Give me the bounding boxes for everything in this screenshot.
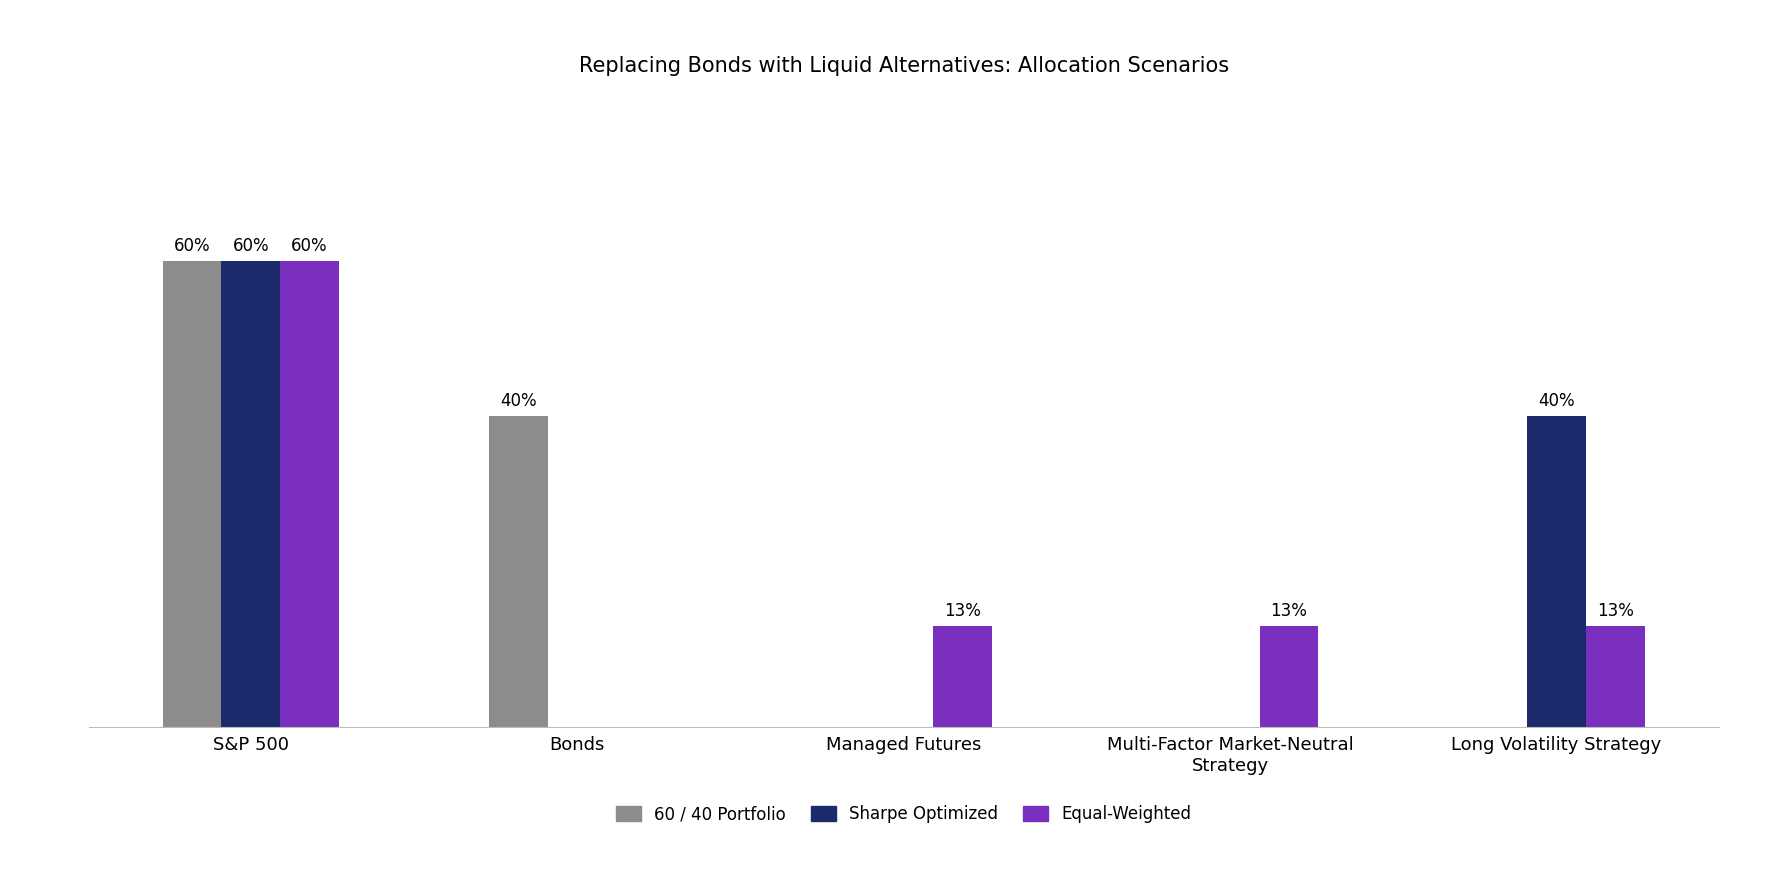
Text: 13%: 13% xyxy=(1271,602,1308,619)
Text: 60%: 60% xyxy=(174,237,211,255)
Text: 13%: 13% xyxy=(1597,602,1634,619)
Title: Replacing Bonds with Liquid Alternatives: Allocation Scenarios: Replacing Bonds with Liquid Alternatives… xyxy=(579,56,1228,75)
Legend: 60 / 40 Portfolio, Sharpe Optimized, Equal-Weighted: 60 / 40 Portfolio, Sharpe Optimized, Equ… xyxy=(610,798,1198,830)
Bar xyxy=(1527,416,1586,727)
Bar xyxy=(222,261,280,727)
Bar xyxy=(163,261,222,727)
Bar xyxy=(1586,626,1644,727)
Text: 60%: 60% xyxy=(291,237,328,255)
Text: 40%: 40% xyxy=(500,392,537,410)
Bar xyxy=(489,416,548,727)
Text: 60%: 60% xyxy=(232,237,269,255)
Text: 13%: 13% xyxy=(944,602,982,619)
Bar xyxy=(934,626,992,727)
Text: 40%: 40% xyxy=(1538,392,1575,410)
Bar xyxy=(1260,626,1318,727)
Bar xyxy=(280,261,338,727)
